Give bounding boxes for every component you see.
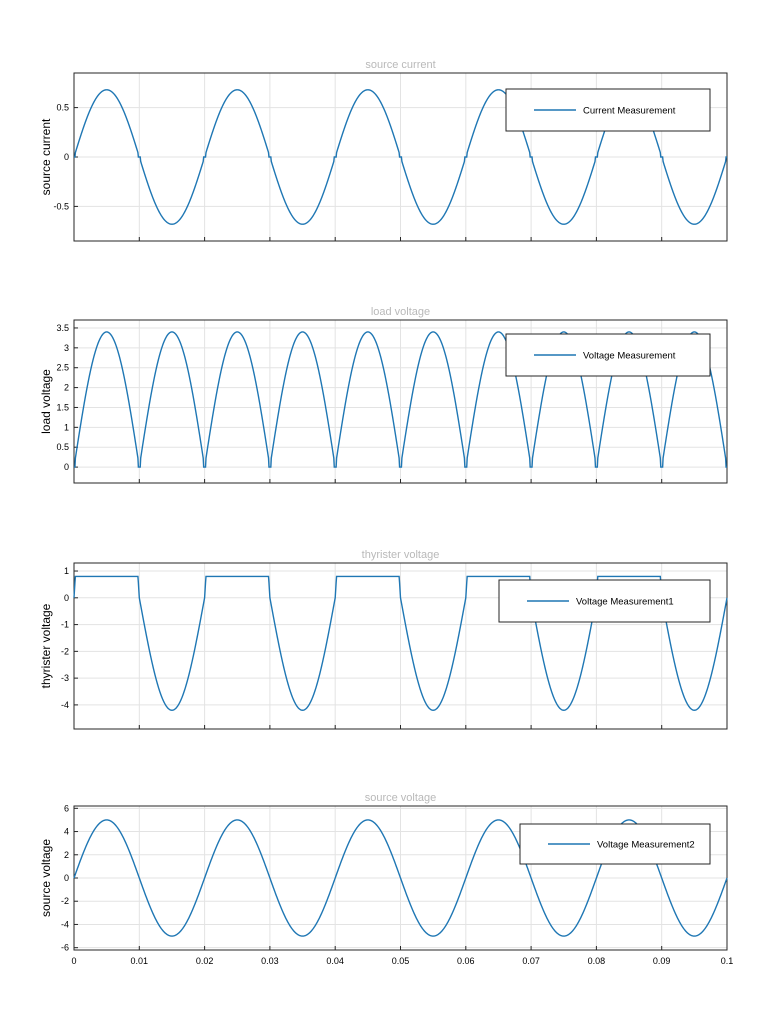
legend-label: Voltage Measurement	[583, 351, 676, 362]
x-tick-label: 0.04	[326, 956, 344, 966]
y-tick-label: 0	[64, 593, 69, 603]
y-tick-label: 1	[64, 422, 69, 432]
y-tick-label: 0.5	[56, 442, 69, 452]
y-tick-label: -0.5	[53, 201, 69, 211]
legend: Voltage Measurement1	[498, 579, 711, 623]
legend-label: Voltage Measurement1	[576, 597, 674, 608]
y-axis-label: source current	[39, 118, 53, 195]
x-tick-label: 0.08	[588, 956, 606, 966]
y-tick-label: 2	[64, 850, 69, 860]
legend: Voltage Measurement	[505, 333, 711, 377]
panel-title: load voltage	[371, 306, 430, 318]
y-tick-label: 1.5	[56, 402, 69, 412]
y-tick-label: -6	[61, 943, 69, 953]
y-tick-label: 3	[64, 343, 69, 353]
y-tick-label: -2	[61, 896, 69, 906]
panel-title: source current	[365, 59, 435, 71]
y-axis-label: source voltage	[39, 839, 53, 917]
y-tick-label: -3	[61, 673, 69, 683]
panel-title: thyrister voltage	[362, 549, 440, 561]
chart-panel-3: -4 -3 -2 -1 0 1 thyrister voltage thyrister vol…	[39, 549, 728, 730]
y-tick-label: 0.5	[56, 103, 69, 113]
legend-label: Voltage Measurement2	[597, 840, 695, 851]
panel-title: source voltage	[365, 792, 437, 804]
y-tick-label: 2.5	[56, 363, 69, 373]
y-tick-label: 2	[64, 383, 69, 393]
y-tick-label: -1	[61, 620, 69, 630]
x-tick-label: 0.09	[653, 956, 671, 966]
chart-panel-4: -6 -4 -2 0 2 4 6 0 0.01 0.02 0.03 0.04 0.05 0.06 0.07 0…	[39, 792, 733, 966]
y-tick-label: 4	[64, 827, 69, 837]
x-tick-label: 0	[71, 956, 76, 966]
legend-box	[519, 823, 711, 865]
x-tick-label: 0.06	[457, 956, 475, 966]
legend: Voltage Measurement2	[519, 823, 711, 865]
y-tick-label: -2	[61, 646, 69, 656]
y-tick-label: -4	[61, 919, 69, 929]
y-tick-label: 0	[64, 152, 69, 162]
x-tick-label: 0.03	[261, 956, 279, 966]
y-tick-label: 1	[64, 566, 69, 576]
y-tick-label: 6	[64, 803, 69, 813]
x-tick-label: 0.01	[131, 956, 149, 966]
y-axis-label: thyrister voltage	[39, 603, 53, 688]
series-line	[73, 575, 728, 711]
y-tick-label: -4	[61, 700, 69, 710]
x-tick-label: 0.02	[196, 956, 214, 966]
y-tick-label: 0	[64, 873, 69, 883]
x-tick-label: 0.05	[392, 956, 410, 966]
x-tick-label: 0.1	[721, 956, 734, 966]
legend: Current Measurement	[505, 88, 711, 132]
y-axis-label: load voltage	[39, 369, 53, 434]
y-tick-label: 3.5	[56, 323, 69, 333]
x-tick-label: 0.07	[522, 956, 540, 966]
chart-panel-2: 0 0.5 1 1.5 2 2.5 3 3.5 load voltage load voltage…	[39, 306, 728, 484]
y-tick-label: 0	[64, 462, 69, 472]
legend-label: Current Measurement	[583, 106, 676, 117]
